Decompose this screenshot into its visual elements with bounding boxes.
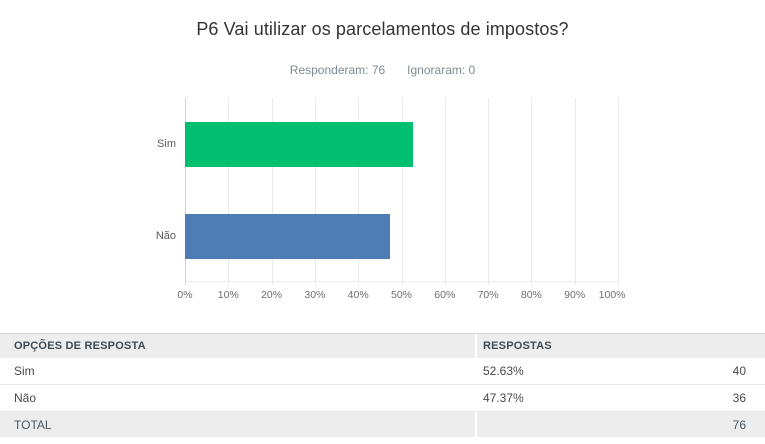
answer-option-cell: Sim — [14, 364, 35, 378]
responses-cell: 47.37% 36 — [477, 385, 765, 411]
x-axis-tick-label: 90% — [564, 289, 586, 301]
bar-row-sim: Sim — [157, 98, 618, 190]
table-header-row: OPÇÕES DE RESPOSTA RESPOSTAS — [0, 333, 765, 358]
skipped-count: Ignoraram: 0 — [407, 63, 476, 77]
x-axis-tick-label: 60% — [434, 289, 456, 301]
bar-sim — [185, 121, 413, 167]
bar-chart-plot-area: Sim Não — [156, 98, 619, 285]
response-count: 40 — [732, 364, 746, 378]
results-table: OPÇÕES DE RESPOSTA RESPOSTAS Sim 52.63% 40… — [0, 333, 765, 437]
gridline — [531, 98, 533, 285]
gridline — [401, 98, 403, 285]
x-axis-tick-label: 80% — [520, 289, 542, 301]
total-count: 76 — [732, 417, 746, 432]
gridline — [228, 98, 230, 285]
gridline — [271, 98, 273, 285]
gridline — [314, 98, 316, 285]
answer-option-cell: Não — [14, 391, 37, 405]
answered-count: Responderam: 76 — [289, 63, 386, 77]
gridline — [444, 98, 446, 285]
x-axis-tick-label: 70% — [477, 289, 499, 301]
category-label: Não — [155, 230, 176, 242]
y-axis-line — [185, 98, 186, 285]
x-axis: 0% 10% 20% 30% 40% 50% 60% 70% 80% 90% 100% — [177, 289, 625, 303]
x-axis-tick-label: 30% — [304, 289, 326, 301]
response-percent: 47.37% — [483, 391, 524, 405]
responses-cell: 52.63% 40 — [477, 358, 765, 384]
x-axis-tick-label: 50% — [390, 289, 413, 301]
x-axis-tick-label: 0% — [177, 289, 193, 301]
page-title: P6 Vai utilizar os parcelamentos de impo… — [196, 19, 569, 39]
bar-row-nao: Não — [156, 190, 618, 282]
category-label: Sim — [157, 138, 176, 150]
header-answer-options: OPÇÕES DE RESPOSTA — [0, 334, 477, 358]
gridline — [358, 98, 360, 285]
gridline — [488, 98, 490, 285]
x-axis-tick-label: 40% — [347, 289, 369, 301]
total-label: TOTAL — [0, 412, 477, 437]
response-stats: Responderam: 76 Ignoraram: 0 — [0, 63, 765, 77]
table-total-row: TOTAL 76 — [0, 412, 765, 437]
bar-nao — [185, 213, 391, 259]
gridline — [574, 98, 576, 285]
x-axis-tick-label: 100% — [598, 289, 626, 301]
total-responses-cell: 76 — [477, 412, 765, 437]
table-row: Não 47.37% 36 — [0, 385, 765, 412]
response-count: 36 — [732, 391, 746, 405]
x-axis-tick-label: 20% — [261, 289, 283, 301]
table-body: Sim 52.63% 40 Não 47.37% 36 — [0, 358, 765, 412]
table-row: Sim 52.63% 40 — [0, 358, 765, 385]
gridline — [618, 98, 619, 285]
header-responses: RESPOSTAS — [483, 340, 552, 352]
x-axis-tick-label: 10% — [217, 289, 239, 301]
response-percent: 52.63% — [483, 364, 524, 378]
